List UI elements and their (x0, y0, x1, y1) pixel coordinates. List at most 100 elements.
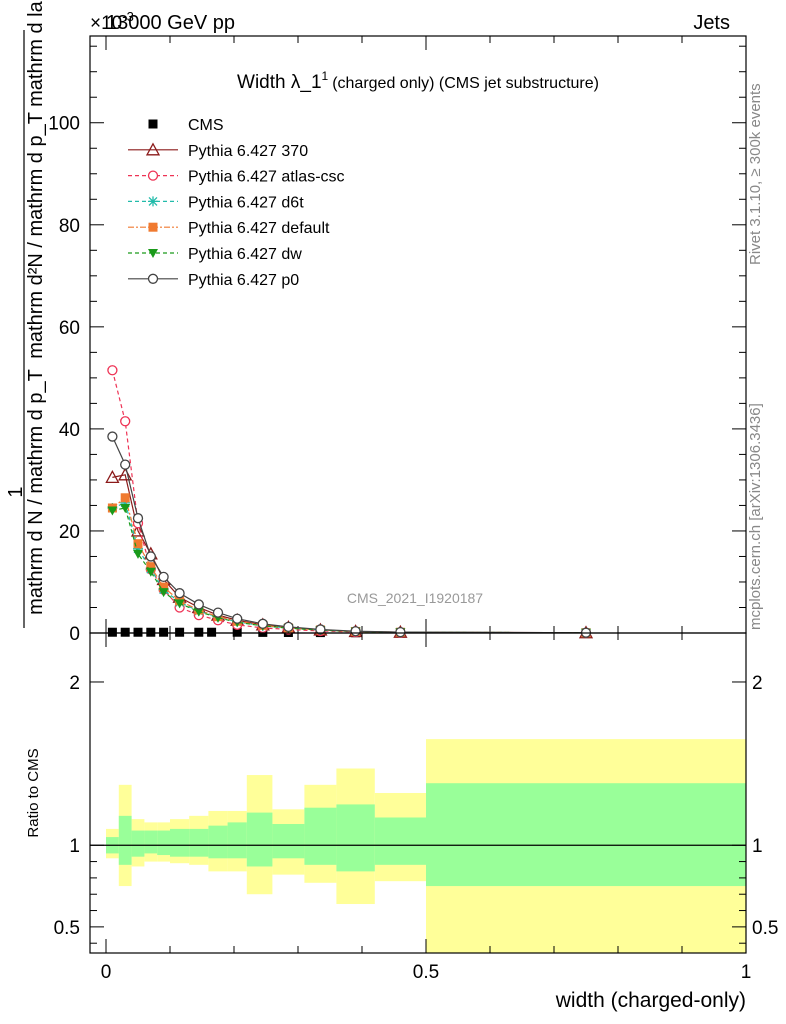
data-point (120, 416, 131, 427)
data-point (194, 627, 204, 637)
data-point (120, 503, 131, 513)
axis-exponent: ×10-3 (90, 9, 134, 34)
data-point (232, 627, 242, 637)
series-line (112, 507, 587, 634)
legend-label: Pythia 6.427 370 (188, 143, 308, 160)
data-point (158, 571, 169, 583)
main-ytick-label: 80 (59, 216, 80, 237)
data-point (257, 618, 268, 629)
main-ytick-label: 40 (59, 420, 80, 441)
stat-uncertainty-band (272, 824, 305, 859)
data-point (158, 588, 169, 598)
mcplots-label: mcplots.cern.ch [arXiv:1306.3436] (747, 403, 764, 630)
legend-item: Pythia 6.427 370 (128, 142, 308, 160)
main-ticks: 0 20 40 60 80 100 (48, 36, 747, 645)
data-point (207, 627, 217, 637)
data-point (315, 624, 326, 635)
legend-label: Pythia 6.427 d6t (188, 194, 304, 211)
main-ytick-label: 20 (59, 522, 80, 543)
data-point (107, 431, 118, 442)
main-ytick-label: 100 (48, 114, 80, 135)
legend-label: Pythia 6.427 dw (188, 246, 302, 263)
main-ylabel: 1 mathrm d N / mathrm d p_T mathrm d²N /… (5, 0, 47, 628)
data-point (133, 543, 143, 554)
stat-uncertainty-band (189, 828, 209, 857)
ratio-xtick-label: 0 (101, 962, 112, 983)
data-point (145, 567, 156, 577)
ratio-ticks: 0.5 0.5 1 1 2 2 0 0.5 1 (54, 633, 778, 983)
stat-uncertainty-band (227, 822, 247, 859)
data-point (120, 497, 131, 508)
rivet-label: Rivet 3.1.10, ≥ 300k events (747, 83, 764, 265)
ratio-ylabel: Ratio to CMS (25, 748, 42, 837)
data-point (159, 582, 169, 592)
data-point (175, 627, 185, 637)
legend-label: Pythia 6.427 p0 (188, 272, 299, 289)
main-panel: 0 20 40 60 80 100 CMS_2021_I1920187 Width λ_1… (48, 35, 747, 645)
series-line (111, 370, 587, 634)
data-point (118, 467, 133, 481)
data-point (107, 627, 117, 637)
data-point (283, 621, 294, 633)
data-point (147, 170, 159, 181)
series-line (112, 496, 587, 634)
stat-uncertainty-band (336, 804, 375, 872)
process-label: Jets (693, 12, 730, 34)
data-point (145, 551, 156, 562)
legend-item: Pythia 6.427 dw (128, 246, 302, 263)
legend-item: Pythia 6.427 default (128, 220, 330, 237)
ratio-ytick-label-right: 1 (752, 836, 763, 857)
data-point (174, 599, 185, 609)
stat-uncertainty-band (426, 783, 746, 887)
data-point (147, 273, 159, 284)
legend-label: Pythia 6.427 default (188, 220, 330, 237)
data-point (146, 562, 156, 572)
ratio-panel: 0.5 0.5 1 1 2 2 0 0.5 1 Ratio to CMS width (char… (25, 632, 778, 1012)
data-point (120, 627, 130, 637)
ratio-ytick-label: 0.5 (54, 918, 80, 939)
series-pythia-6-427-p0 (107, 431, 592, 638)
ratio-frame (89, 632, 747, 954)
stat-uncertainty-band (246, 812, 273, 867)
legend-item: Pythia 6.427 d6t (128, 194, 304, 211)
ylabel-right: mathrm d²N / mathrm d p_T mathrm d lambd… (25, 0, 47, 359)
data-point (193, 607, 204, 617)
data-point (174, 588, 185, 599)
data-point (148, 196, 158, 207)
legend-item: Pythia 6.427 atlas-csc (128, 169, 345, 186)
data-point (159, 627, 169, 637)
stat-uncertainty-band (131, 830, 145, 857)
legend: CMS Pythia 6.427 370 Pythia 6.427 atlas-cs… (128, 117, 345, 289)
ratio-ytick-label: 1 (69, 836, 80, 857)
stat-uncertainty-band (157, 830, 170, 856)
data-point (395, 626, 406, 638)
data-point (350, 626, 361, 637)
stat-uncertainty-band (170, 828, 190, 857)
data-point (133, 539, 143, 549)
data-point (145, 142, 161, 156)
stat-uncertainty-band (118, 815, 132, 865)
data-point (146, 627, 156, 637)
data-point (148, 222, 158, 232)
watermark: CMS_2021_I1920187 (347, 590, 483, 606)
plot-title: Width λ_11 (charged only) (CMS jet substr… (237, 69, 599, 93)
data-point (148, 249, 158, 258)
legend-item: Pythia 6.427 p0 (128, 272, 299, 289)
stat-uncertainty-band (374, 817, 426, 865)
data-point (107, 506, 118, 516)
data-point (133, 627, 143, 637)
main-ytick-label: 60 (59, 318, 80, 339)
data-point (130, 523, 146, 537)
ratio-ytick-label-right: 0.5 (752, 918, 778, 939)
data-point (193, 599, 204, 610)
ratio-xtick-label: 1 (741, 962, 752, 983)
data-point (232, 613, 243, 624)
data-point (148, 119, 158, 129)
main-ytick-label: 0 (69, 624, 80, 645)
series-pythia-6-427-dw (107, 503, 591, 638)
data-point (133, 549, 143, 559)
ratio-xtick-label: 0.5 (413, 962, 439, 983)
legend-item: CMS (148, 117, 224, 134)
ylabel-denominator: mathrm d N / mathrm d p_T (25, 369, 47, 615)
